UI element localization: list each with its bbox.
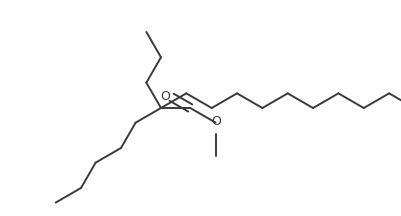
Text: O: O <box>160 90 170 103</box>
Text: O: O <box>211 115 221 128</box>
